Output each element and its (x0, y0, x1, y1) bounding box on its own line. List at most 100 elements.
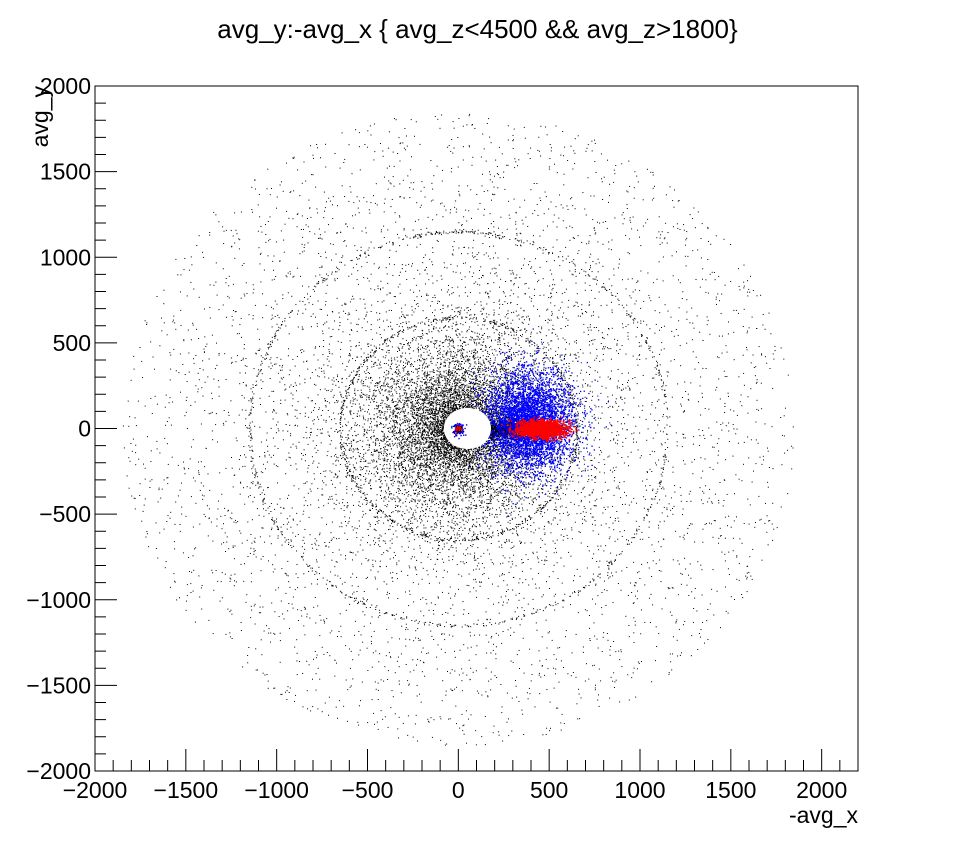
black-point (399, 413, 401, 415)
black-point (514, 390, 516, 392)
black-point (448, 634, 450, 636)
black-point (641, 531, 643, 533)
black-point (532, 501, 534, 502)
black-point (483, 384, 485, 386)
black-point (437, 479, 439, 481)
black-point (352, 397, 354, 399)
black-point (485, 347, 487, 348)
black-point (689, 214, 691, 216)
black-point (418, 440, 420, 442)
black-point (368, 534, 370, 536)
black-point (411, 405, 413, 407)
black-point (375, 437, 377, 439)
black-point (381, 453, 382, 455)
black-point (628, 625, 630, 626)
black-point (493, 282, 495, 284)
black-point (633, 561, 635, 563)
black-point (538, 504, 540, 506)
black-point (524, 454, 526, 456)
black-point (508, 368, 510, 370)
black-point (481, 457, 483, 459)
black-point (508, 477, 510, 479)
black-point (571, 197, 573, 199)
black-point (189, 458, 191, 460)
black-point (197, 388, 199, 390)
black-point (394, 212, 396, 214)
black-point (354, 390, 356, 392)
black-point (417, 477, 419, 479)
black-point (470, 231, 471, 233)
black-point (461, 404, 463, 406)
black-point (419, 452, 421, 454)
black-point (484, 324, 486, 326)
black-point (417, 416, 419, 418)
black-point (365, 379, 367, 381)
black-point (475, 581, 477, 583)
black-point (159, 532, 161, 534)
black-point (386, 419, 388, 421)
black-point (640, 320, 642, 322)
black-point (491, 442, 492, 444)
black-point (393, 379, 395, 381)
black-point (485, 409, 487, 411)
black-point (416, 423, 418, 425)
black-point (417, 428, 419, 430)
black-point (447, 400, 449, 402)
black-point (383, 383, 385, 385)
black-point (376, 461, 378, 463)
black-point (494, 384, 496, 386)
black-point (399, 271, 401, 273)
black-point (304, 406, 306, 408)
black-point (528, 415, 530, 417)
black-point (407, 382, 409, 383)
black-point (440, 393, 442, 395)
black-point (416, 202, 418, 204)
black-point (503, 176, 504, 178)
black-point (488, 118, 490, 120)
black-point (133, 355, 135, 357)
black-point (633, 416, 635, 418)
black-point (501, 361, 503, 363)
black-point (601, 491, 603, 493)
black-point (403, 460, 405, 462)
black-point (366, 261, 368, 263)
black-point (405, 480, 406, 482)
black-point (572, 168, 574, 170)
black-point (480, 455, 482, 457)
black-point (410, 408, 412, 409)
black-point (533, 305, 535, 307)
black-point (463, 449, 465, 450)
black-point (459, 493, 461, 495)
black-point (614, 217, 616, 219)
black-point (422, 511, 424, 512)
black-point (521, 477, 523, 479)
black-point (457, 329, 459, 330)
black-point (361, 516, 363, 518)
black-point (490, 671, 492, 673)
black-point (512, 465, 514, 467)
black-point (493, 245, 495, 247)
black-point (450, 351, 452, 353)
black-point (422, 431, 424, 433)
black-point (365, 466, 367, 467)
black-point (530, 189, 532, 191)
black-point (391, 436, 393, 437)
black-point (784, 452, 786, 454)
black-point (461, 224, 463, 225)
black-point (452, 393, 454, 395)
black-point (442, 346, 444, 347)
black-point (229, 517, 231, 519)
black-point (646, 337, 648, 339)
black-point (405, 470, 407, 472)
black-point (444, 479, 446, 481)
black-point (393, 465, 395, 467)
black-point (309, 488, 311, 490)
black-point (415, 448, 417, 450)
black-point (170, 354, 172, 356)
black-point (371, 399, 373, 401)
black-point (550, 297, 552, 299)
black-point (473, 358, 475, 360)
black-point (363, 197, 365, 199)
black-point (648, 536, 650, 538)
black-point (409, 468, 411, 470)
